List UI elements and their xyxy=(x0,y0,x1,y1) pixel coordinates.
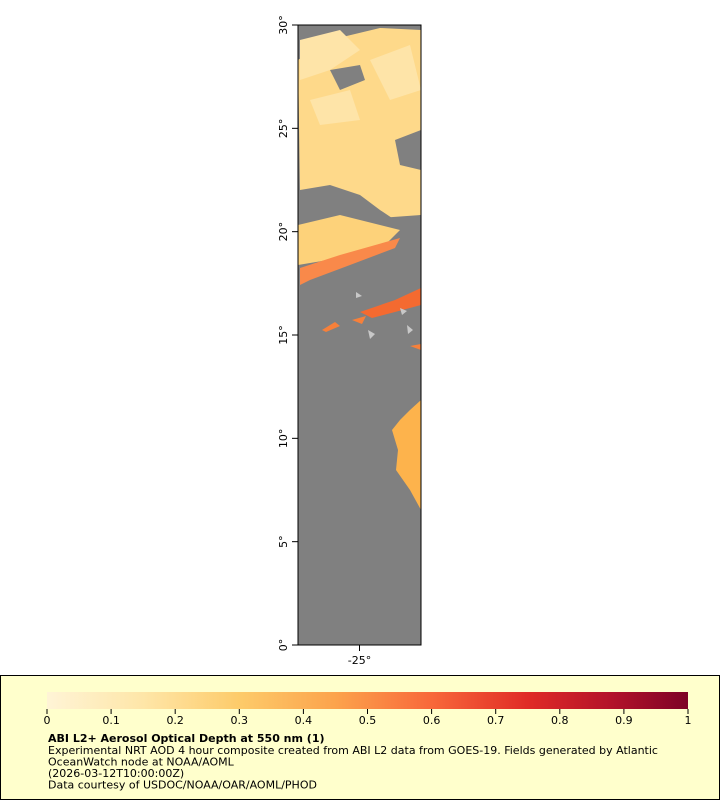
legend-line: OceanWatch node at NOAA/AOML xyxy=(48,756,235,769)
colorbar-tick-label: 0.9 xyxy=(615,714,633,727)
colorbar-tick-label: 0.8 xyxy=(551,714,569,727)
lat-tick-label: 10° xyxy=(277,429,290,449)
colorbar-tick-label: 0.1 xyxy=(102,714,120,727)
lat-tick-label: 20° xyxy=(277,222,290,242)
lon-tick-label: -25° xyxy=(348,654,371,667)
aerosol-field xyxy=(298,215,400,265)
aerosol-field xyxy=(392,400,421,510)
legend-line: Data courtesy of USDOC/NOAA/OAR/AOML/PHO… xyxy=(48,779,317,792)
lat-tick-label: 25° xyxy=(277,119,290,139)
colorbar-tick-label: 0 xyxy=(44,714,51,727)
aerosol-plume xyxy=(360,288,421,318)
aerosol-field xyxy=(300,30,421,125)
colorbar-tick-label: 0.5 xyxy=(359,714,377,727)
lat-tick-label: 30° xyxy=(277,15,290,35)
colorbar-tick-label: 1 xyxy=(685,714,692,727)
colorbar xyxy=(47,692,688,709)
clear-area xyxy=(300,65,421,232)
legend-title: ABI L2+ Aerosol Optical Depth at 550 nm … xyxy=(48,732,325,745)
legend-line: Experimental NRT AOD 4 hour composite cr… xyxy=(48,744,658,757)
colorbar-tick-label: 0.2 xyxy=(166,714,184,727)
lat-tick-label: 0° xyxy=(277,639,290,652)
colorbar-tick-label: 0.6 xyxy=(423,714,441,727)
colorbar-tick-label: 0.7 xyxy=(487,714,505,727)
aerosol-plume xyxy=(300,238,400,285)
colorbar-tick-label: 0.3 xyxy=(231,714,249,727)
map-imagery xyxy=(298,25,421,645)
lat-tick-label: 15° xyxy=(277,325,290,345)
legend-line: (2026-03-12T10:00:00Z) xyxy=(48,767,184,780)
colorbar-tick-label: 0.4 xyxy=(295,714,313,727)
lat-tick-label: 5° xyxy=(277,535,290,548)
